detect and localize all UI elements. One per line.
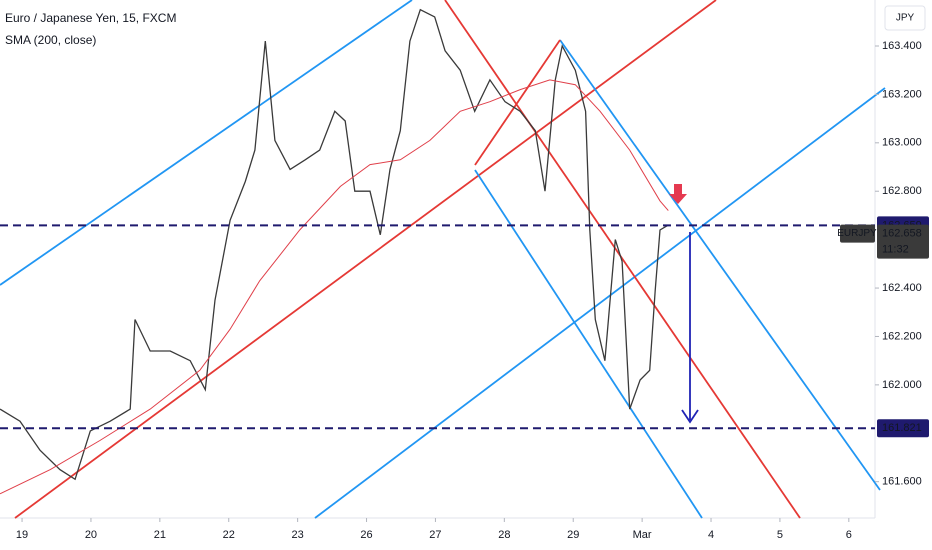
price-tick-label: 163.200 — [882, 88, 922, 100]
last-price-label: 162.658 — [882, 228, 922, 240]
time-tick-label: 22 — [223, 529, 235, 541]
price-tick-label: 162.000 — [882, 379, 922, 391]
price-tick-label: 162.800 — [882, 185, 922, 197]
time-tick-label: 20 — [85, 529, 97, 541]
price-tick-label: 163.000 — [882, 137, 922, 149]
price-tick-label: 163.400 — [882, 40, 922, 52]
time-tick-label: 29 — [567, 529, 579, 541]
indicator-label: SMA (200, close) — [5, 33, 96, 47]
down-marker — [669, 184, 687, 204]
time-tick-label: 26 — [360, 529, 372, 541]
time-tick-label: 19 — [16, 529, 28, 541]
currency-button[interactable] — [884, 5, 926, 31]
trend-line — [14, 0, 717, 519]
level-tag-label: 161.821 — [882, 422, 922, 434]
symbol-tag — [840, 224, 875, 243]
last-price-tag — [877, 224, 929, 259]
price-tick-label: 162.400 — [882, 282, 922, 294]
time-tick-label: 27 — [429, 529, 441, 541]
time-tick-label: 5 — [777, 529, 783, 541]
drawings — [0, 0, 886, 519]
price-tick-label: 162.200 — [882, 330, 922, 342]
trend-line — [444, 0, 801, 519]
trend-line — [474, 169, 703, 519]
trend-line — [474, 39, 561, 166]
countdown-label: 11:32 — [882, 244, 909, 256]
trend-line — [0, 0, 413, 286]
price-tick-label: 161.600 — [882, 476, 922, 488]
time-tick-label: 23 — [292, 529, 304, 541]
trend-line — [314, 87, 886, 519]
price-line — [0, 8, 669, 481]
symbol-tag-label: EURJPY — [837, 228, 877, 239]
time-tick-label: Mar — [633, 529, 652, 541]
time-tick-label: 21 — [154, 529, 166, 541]
level-tag — [877, 419, 929, 438]
time-tick-label: 6 — [846, 529, 852, 541]
trend-line — [559, 39, 881, 491]
plot — [0, 8, 669, 495]
currency-label[interactable]: JPY — [896, 13, 915, 24]
sma-line — [0, 79, 669, 495]
time-tick-label: 4 — [708, 529, 714, 541]
time-tick-label: 28 — [498, 529, 510, 541]
symbol-title: Euro / Japanese Yen, 15, FXCM — [5, 11, 176, 25]
arrow-head — [681, 409, 699, 424]
